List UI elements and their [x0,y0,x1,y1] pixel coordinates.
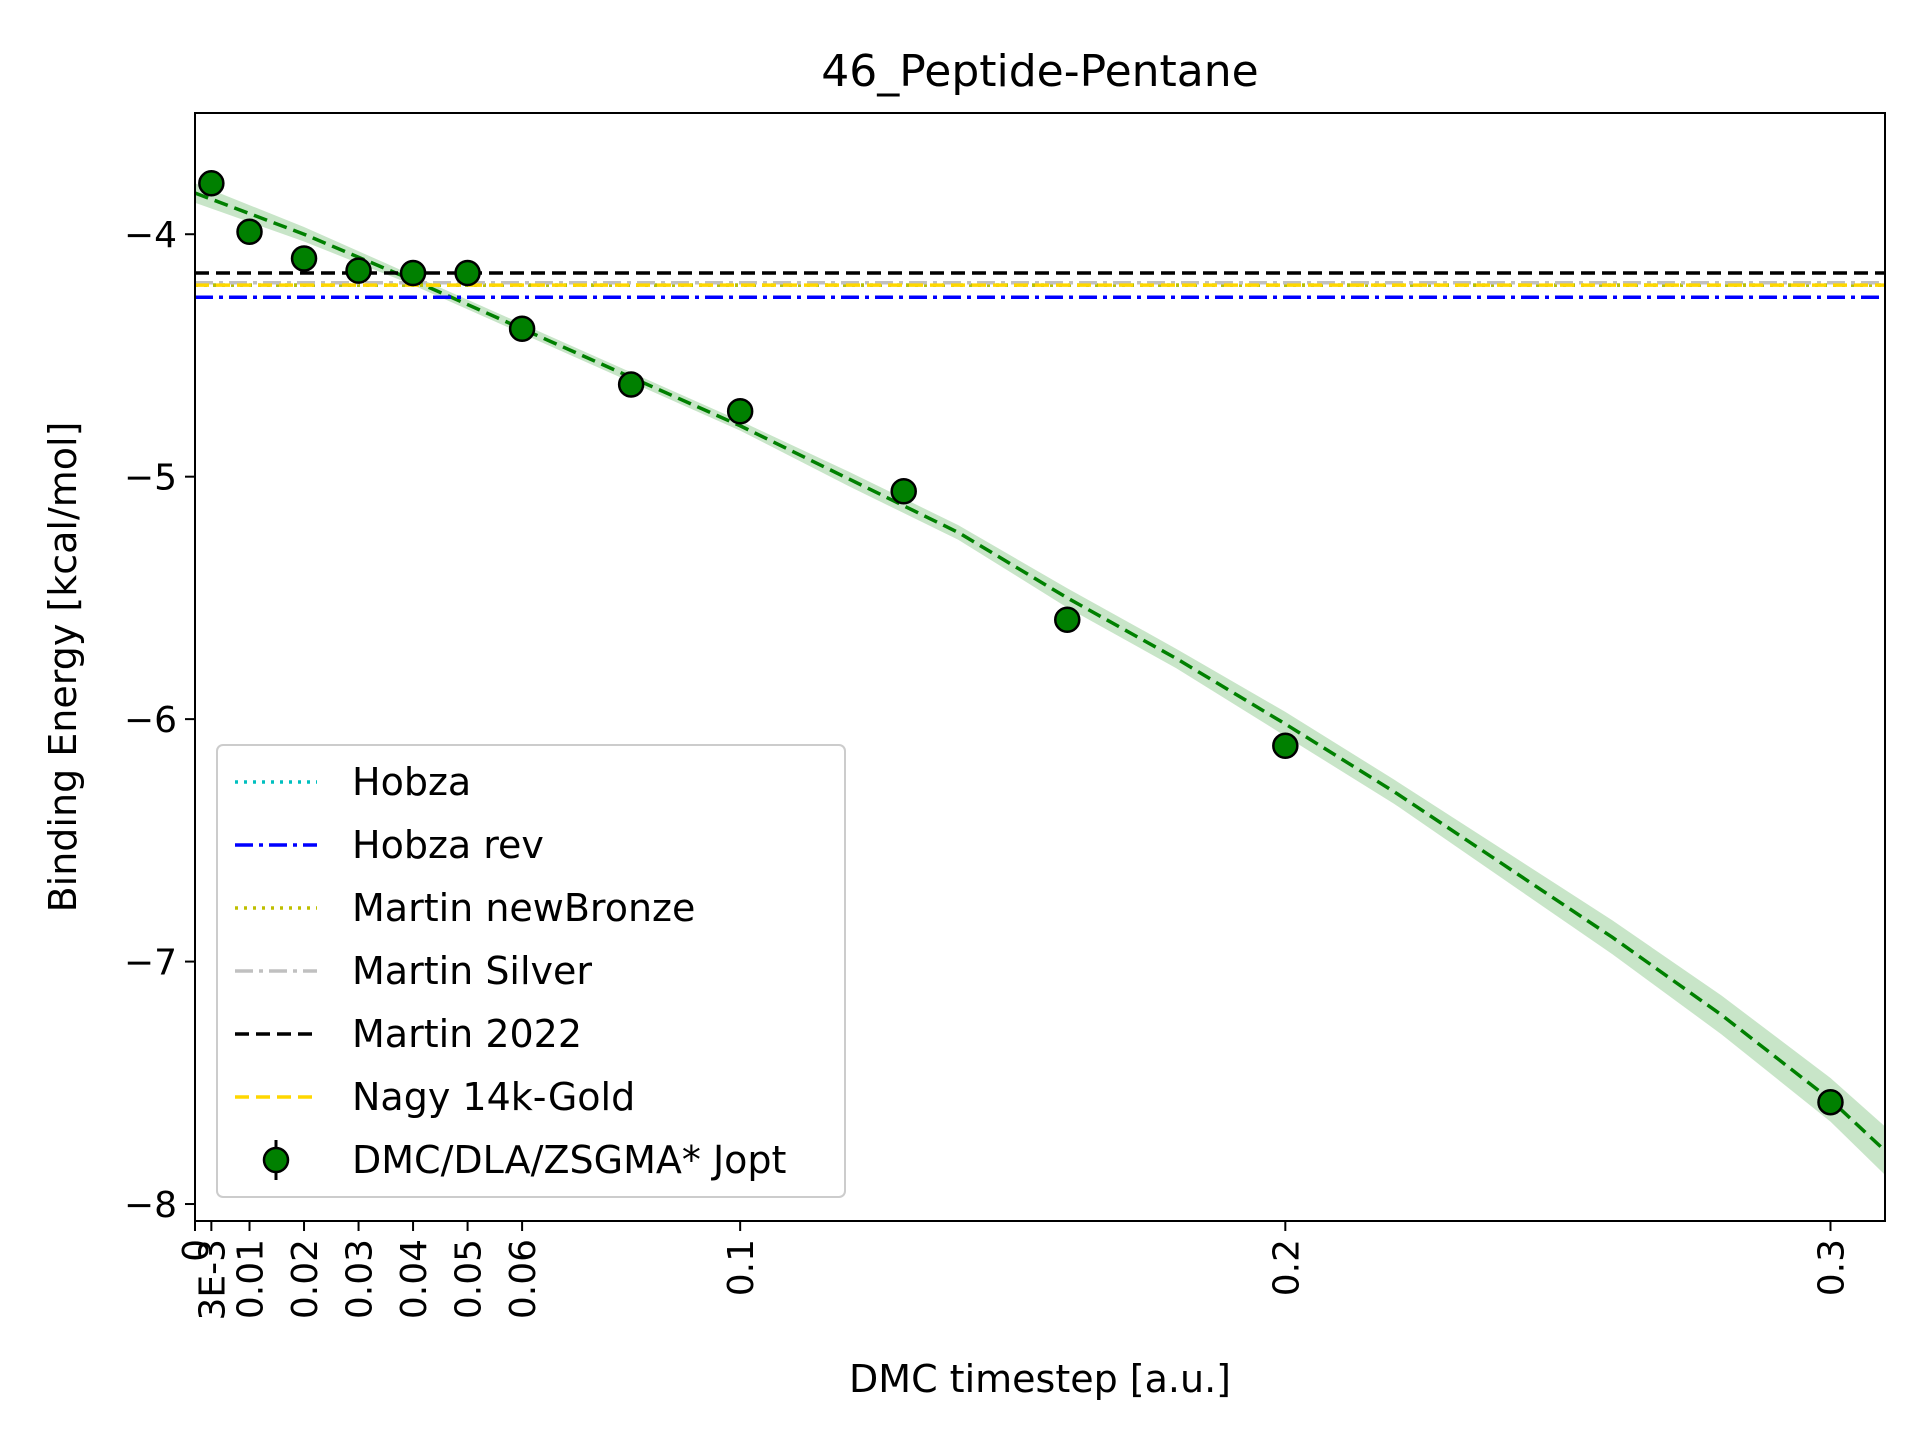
legend-label-5: Nagy 14k-Gold [352,1075,635,1119]
x-tick-label-8: 0.1 [721,1239,762,1296]
plot-area [195,170,1885,1175]
x-tick-label-9: 0.2 [1266,1239,1307,1296]
data-point-1 [236,218,263,246]
data-point-7 [617,371,645,398]
y-tick-label-0: −4 [124,215,177,256]
x-tick-label-4: 0.03 [340,1239,381,1319]
x-tick-label-6: 0.05 [449,1239,490,1319]
data-point-8 [726,397,754,425]
y-tick-label-1: −5 [124,458,177,499]
legend-label-1: Hobza rev [352,823,544,867]
y-tick-label-4: −8 [124,1185,177,1226]
fit-line [195,191,1885,1152]
legend-label-6: DMC/DLA/ZSGMA* Jopt [352,1138,786,1182]
x-tick-label-1: 3E-3 [192,1239,233,1321]
legend-label-2: Martin newBronze [352,886,695,930]
data-point-3 [345,257,372,284]
plot-frame [194,112,1886,1222]
chart-title: 46_Peptide-Pentane [821,46,1258,97]
x-tick-label-7: 0.06 [503,1239,544,1319]
data-point-9 [890,477,917,505]
y-tick-label-2: −6 [124,700,177,741]
legend: Hobza Hobza rev Martin newBronze Martin Sil… [216,744,846,1198]
data-point-0 [198,170,225,197]
legend-label-4: Martin 2022 [352,1012,582,1056]
legend-swatch-6 [262,1146,290,1174]
data-point-6 [508,315,536,343]
data-point-4 [399,259,427,287]
y-tick-label-3: −7 [124,943,177,984]
data-point-10 [1054,606,1081,633]
data-point-12 [1817,1088,1844,1116]
data-point-11 [1272,732,1299,760]
legend-box [216,744,846,1198]
x-axis: 03E-30.01 0.02 0.03 0.04 0.05 0.06 0.1 0.2 0.3 [176,1221,1852,1321]
data-point-5 [454,259,481,287]
legend-label-3: Martin Silver [352,949,592,993]
data-point-2 [290,245,318,272]
x-axis-label: DMC timestep [a.u.] [849,1357,1231,1401]
x-tick-label-0: 0 [176,1239,217,1262]
y-axis: −4 −5 −6 −7 −8 [124,215,195,1226]
x-tick-label-5: 0.04 [394,1239,435,1319]
x-tick-label-2: 0.01 [231,1239,272,1319]
x-tick-label-3: 0.02 [285,1239,326,1319]
y-axis-label: Binding Energy [kcal/mol] [41,422,85,913]
x-tick-label-10: 0.3 [1811,1239,1852,1296]
legend-label-0: Hobza [352,760,471,804]
